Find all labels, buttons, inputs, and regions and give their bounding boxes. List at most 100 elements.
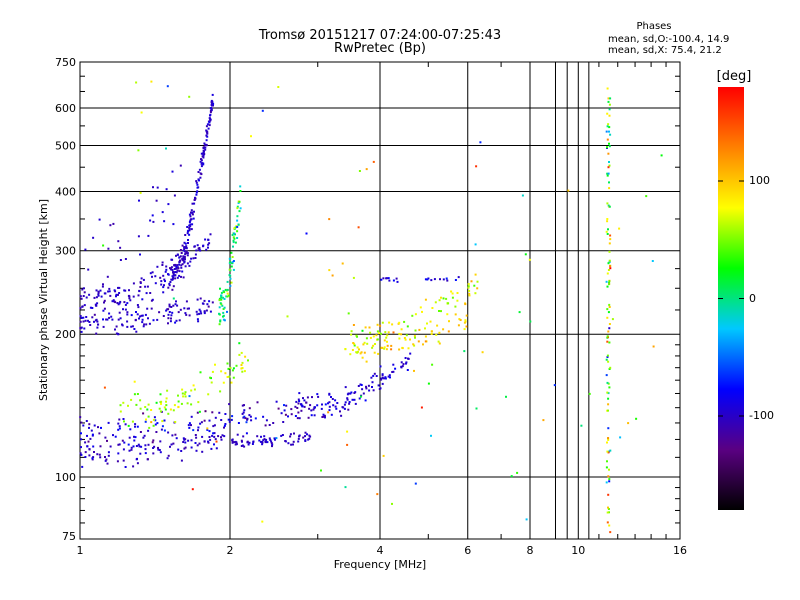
data-point — [467, 285, 470, 288]
data-point — [400, 328, 403, 331]
data-point — [126, 313, 129, 316]
data-point — [195, 180, 198, 183]
x-tick-label: 16 — [673, 544, 687, 557]
data-point — [205, 144, 208, 147]
data-point — [140, 314, 143, 317]
data-point — [382, 277, 385, 280]
data-point — [202, 149, 205, 152]
data-point — [197, 429, 199, 432]
data-point — [225, 295, 228, 298]
data-point — [206, 131, 209, 134]
data-point — [430, 330, 433, 333]
data-point — [174, 271, 177, 273]
data-point — [147, 429, 150, 432]
data-point — [134, 319, 137, 322]
data-point — [173, 194, 176, 197]
data-point — [174, 433, 177, 436]
data-point — [97, 294, 100, 297]
data-point — [409, 338, 411, 341]
data-point — [328, 269, 331, 272]
data-point — [433, 278, 436, 281]
data-point — [159, 410, 162, 413]
data-point — [135, 330, 138, 333]
data-point — [381, 321, 384, 324]
data-point — [144, 444, 147, 447]
data-point — [370, 376, 373, 379]
data-point — [229, 284, 232, 287]
data-point — [606, 272, 609, 275]
data-point — [368, 389, 371, 392]
data-point — [189, 225, 192, 228]
data-point — [171, 311, 174, 314]
data-point — [179, 255, 182, 258]
data-point — [91, 433, 94, 436]
data-point — [607, 427, 610, 430]
data-point — [217, 435, 220, 438]
data-point — [113, 289, 116, 292]
data-point — [456, 292, 459, 294]
data-point — [243, 404, 245, 407]
data-point — [182, 437, 185, 440]
data-point — [608, 142, 610, 145]
data-point — [406, 369, 409, 371]
data-point — [177, 400, 180, 403]
data-point — [464, 320, 467, 323]
data-point — [232, 236, 235, 239]
data-point — [451, 296, 454, 299]
data-point — [191, 202, 194, 205]
data-point — [235, 364, 238, 367]
data-point — [607, 506, 609, 509]
data-point — [475, 407, 478, 410]
data-point — [87, 268, 90, 271]
data-point — [96, 320, 99, 323]
data-point — [430, 279, 433, 282]
data-point — [223, 306, 226, 309]
data-point — [375, 334, 378, 337]
data-point — [609, 234, 612, 237]
data-point — [474, 243, 477, 246]
data-point — [196, 298, 199, 301]
data-point — [122, 459, 125, 462]
data-point — [606, 146, 608, 149]
data-point — [304, 435, 306, 438]
data-point — [240, 364, 243, 366]
data-point — [348, 401, 351, 403]
data-point — [147, 443, 150, 446]
data-point — [118, 427, 121, 430]
data-point — [95, 304, 97, 307]
data-point — [165, 268, 168, 271]
data-point — [447, 330, 450, 333]
data-point — [115, 332, 118, 335]
data-point — [191, 488, 194, 491]
data-point — [236, 433, 239, 436]
data-point — [381, 373, 384, 376]
data-point — [103, 292, 106, 295]
data-point — [239, 185, 242, 188]
data-point — [301, 405, 304, 408]
data-point — [178, 319, 181, 322]
data-point — [199, 160, 202, 163]
data-point — [448, 320, 450, 323]
data-point — [210, 99, 213, 102]
data-point — [346, 430, 349, 433]
data-point — [190, 439, 193, 442]
data-point — [228, 403, 231, 406]
data-point — [118, 443, 121, 446]
data-point — [241, 361, 244, 364]
data-point — [245, 432, 248, 435]
data-point — [221, 434, 224, 437]
data-point — [202, 244, 205, 247]
data-point — [99, 456, 102, 459]
data-point — [297, 437, 300, 440]
data-point — [144, 420, 147, 423]
data-point — [132, 445, 135, 448]
data-point — [139, 315, 142, 318]
data-point — [264, 441, 267, 444]
data-point — [88, 426, 90, 429]
data-point — [209, 114, 211, 117]
data-point — [196, 444, 199, 447]
data-point — [372, 160, 375, 163]
data-point — [209, 376, 212, 379]
data-point — [151, 298, 154, 301]
data-point — [117, 293, 119, 296]
